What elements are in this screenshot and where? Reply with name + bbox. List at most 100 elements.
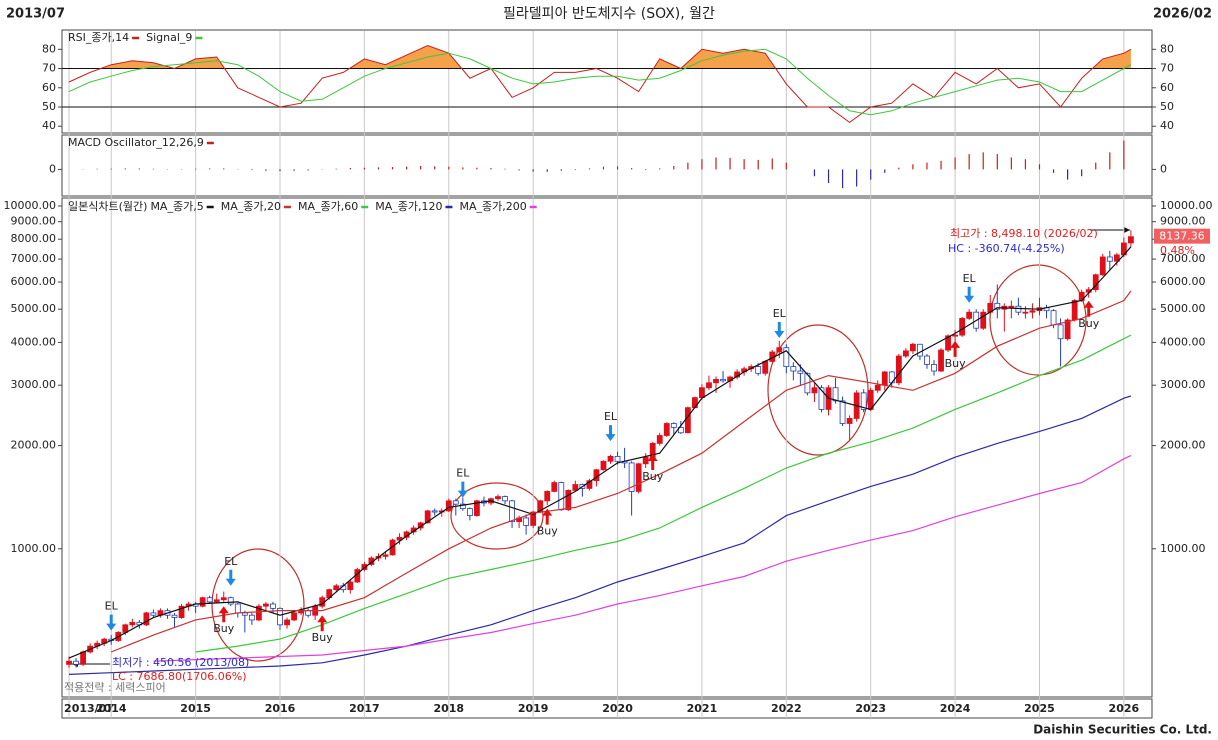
candle-body bbox=[713, 378, 719, 384]
candle-body bbox=[424, 510, 431, 524]
annotation-label: EL bbox=[604, 410, 618, 423]
annotation-arrow bbox=[964, 286, 975, 303]
candle-body bbox=[811, 387, 818, 394]
candle-body bbox=[530, 511, 537, 526]
candle-body bbox=[684, 407, 691, 434]
note: HC : -360.74(-4.25%) bbox=[948, 242, 1065, 255]
candle-body bbox=[790, 366, 797, 372]
candle-body bbox=[347, 581, 354, 591]
candle-body bbox=[614, 455, 621, 462]
candle-body bbox=[1022, 311, 1029, 314]
legend-label: MACD Oscillator_12,26,9 bbox=[68, 136, 204, 149]
annotation-label: EL bbox=[963, 272, 977, 285]
circle bbox=[989, 264, 1087, 376]
line-series bbox=[195, 334, 1132, 653]
candle-body bbox=[551, 482, 558, 492]
annotation-arrow bbox=[542, 508, 553, 525]
x-tick-label: 2020 bbox=[602, 702, 633, 715]
y-tick-label: 70 bbox=[1160, 62, 1174, 75]
line-series bbox=[68, 395, 1132, 675]
y-tick-label: 5000.00 bbox=[11, 302, 57, 315]
chart-title: 필라델피아 반도체지수 (SOX), 월간 bbox=[503, 6, 715, 22]
macd-frame bbox=[61, 134, 1153, 197]
legend-label: MA_종가,60 bbox=[298, 200, 358, 213]
candle-body bbox=[291, 612, 297, 621]
footer: Daishin Securities Co. Ltd. bbox=[1033, 723, 1212, 737]
candle-body bbox=[924, 355, 930, 365]
candle-body bbox=[213, 599, 220, 603]
candle-body bbox=[459, 503, 466, 509]
annotation-label: Buy bbox=[312, 631, 334, 644]
candle-body bbox=[917, 343, 923, 357]
candle-body bbox=[762, 361, 769, 374]
candle-body bbox=[544, 491, 551, 502]
x-tick-label: 2014 bbox=[96, 702, 127, 715]
candle-body bbox=[860, 392, 867, 410]
candle-body bbox=[523, 517, 530, 526]
annotation-label: Buy bbox=[213, 622, 235, 635]
note: 최고가 : 8,498.10 (2026/02) bbox=[950, 227, 1098, 240]
candle-body bbox=[305, 610, 312, 616]
y-tick-label: 1000.00 bbox=[1160, 542, 1206, 555]
y-tick-label: 7000.00 bbox=[11, 252, 57, 265]
high-arrowhead bbox=[1124, 227, 1130, 233]
start-date: 2013/07 bbox=[6, 7, 65, 22]
annotation-arrow bbox=[218, 606, 229, 623]
y-tick-label: 60 bbox=[1160, 81, 1174, 94]
candle-body bbox=[692, 397, 698, 409]
candle-body bbox=[706, 382, 712, 389]
rsi-frame bbox=[61, 29, 1153, 134]
candle-body bbox=[980, 311, 987, 329]
annotation-arrow bbox=[317, 615, 328, 632]
candle-body bbox=[220, 597, 227, 601]
candle-body bbox=[1128, 236, 1134, 244]
candle-body bbox=[938, 349, 944, 372]
annotation-arrow bbox=[106, 614, 117, 631]
x-tick-label: 2013/07 bbox=[64, 702, 114, 715]
x-tick-label: 2025 bbox=[1024, 702, 1055, 715]
x-axis-frame bbox=[61, 698, 1153, 719]
last-price-label: 8137.36 bbox=[1159, 230, 1205, 243]
candle-body bbox=[227, 597, 234, 605]
candle-body bbox=[874, 384, 881, 391]
y-tick-label: 10000.00 bbox=[4, 199, 57, 212]
annotation-arrow bbox=[605, 425, 616, 442]
candle-body bbox=[910, 343, 916, 352]
candle-body bbox=[263, 603, 269, 607]
y-tick-label: 9000.00 bbox=[11, 215, 57, 228]
candle-body bbox=[931, 364, 937, 372]
candle-body bbox=[1029, 310, 1036, 313]
annotation-label: Buy bbox=[537, 525, 559, 538]
annotation-label: EL bbox=[224, 555, 238, 568]
candle-body bbox=[994, 302, 1001, 310]
candle-body bbox=[445, 500, 452, 512]
candle-body bbox=[1071, 300, 1078, 321]
candle-body bbox=[600, 460, 607, 471]
y-tick-label: 50 bbox=[1160, 100, 1174, 113]
candle-body bbox=[945, 335, 951, 351]
candle-body bbox=[839, 400, 846, 424]
candle-body bbox=[776, 347, 783, 353]
circle bbox=[211, 548, 305, 662]
candle-body bbox=[558, 482, 565, 511]
candle-body bbox=[178, 605, 185, 618]
annotation-arrow bbox=[950, 340, 961, 357]
candle-body bbox=[902, 350, 909, 357]
y-tick-label: 2000.00 bbox=[1160, 439, 1206, 452]
y-tick-label: 0 bbox=[1160, 162, 1167, 175]
legend-label: MA_종가,200 bbox=[459, 200, 526, 213]
legend-label: Signal_9 bbox=[146, 31, 192, 44]
annotation-label: Buy bbox=[642, 470, 664, 483]
legend-label: 일본식차트(월간) bbox=[68, 199, 147, 213]
y-tick-label: 40 bbox=[42, 119, 56, 132]
line-series bbox=[68, 246, 1132, 659]
y-tick-label: 6000.00 bbox=[1160, 275, 1206, 288]
last-price-box bbox=[1154, 228, 1210, 244]
candle-body bbox=[333, 585, 340, 591]
x-tick-label: 2022 bbox=[771, 702, 802, 715]
candle-body bbox=[572, 484, 579, 491]
candle-body bbox=[389, 539, 396, 556]
candle-body bbox=[206, 597, 213, 603]
